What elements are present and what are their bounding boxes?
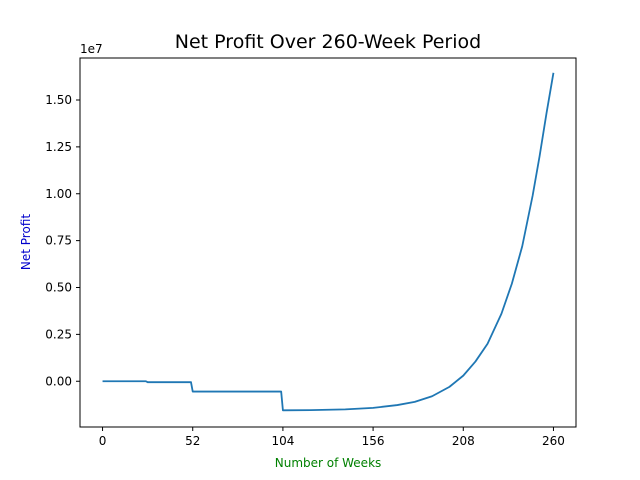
x-tick-label: 0 [99,434,107,448]
y-tick-label: 1.25 [45,140,72,154]
x-tick-label: 156 [362,434,385,448]
y-tick-label: 0.75 [45,234,72,248]
y-axis-label: Net Profit [19,214,33,270]
plot-area-frame [79,57,577,428]
y-tick-label: 1.00 [45,187,72,201]
chart-title: Net Profit Over 260-Week Period [175,31,481,53]
x-axis-label: Number of Weeks [275,456,382,470]
y-tick-label: 0.25 [45,327,72,341]
y-tick-label: 1.50 [45,93,72,107]
y-tick-label: 0.50 [45,281,72,295]
y-offset-label: 1e7 [80,42,103,56]
y-tick-label: 0.00 [45,374,72,388]
net-profit-line [102,72,555,412]
x-tick-label: 52 [185,434,200,448]
x-tick-label: 104 [271,434,294,448]
x-tick-label: 208 [452,434,475,448]
x-tick-label: 260 [542,434,565,448]
